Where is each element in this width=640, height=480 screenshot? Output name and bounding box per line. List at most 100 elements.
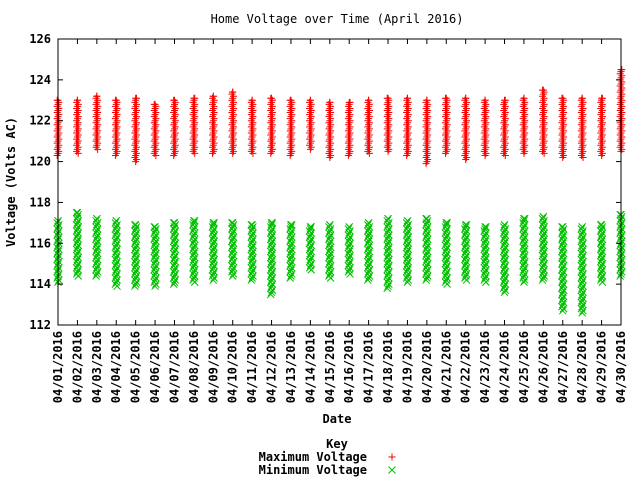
max-voltage-point-group [422,96,432,168]
min-voltage-point-group [150,223,160,291]
min-voltage-point [72,239,81,248]
min-voltage-point [499,265,508,274]
min-voltage-point [441,272,450,280]
min-voltage-point [286,243,295,252]
min-voltage-point [558,247,566,256]
min-voltage-point [383,278,392,286]
min-voltage-point [558,284,566,293]
y-tick-label: 120 [29,155,51,169]
max-voltage-point [345,98,353,106]
min-voltage-point [596,221,605,229]
x-tick-label: 04/06/2016 [148,331,162,403]
min-voltage-point [402,249,411,258]
min-voltage-point-group [286,221,296,282]
max-voltage-point-group [344,98,354,159]
min-voltage-point [169,231,178,239]
max-voltage-point [209,92,217,100]
min-voltage-point [480,270,489,278]
min-voltage-point [344,249,353,258]
min-voltage-point [520,214,528,223]
min-voltage-point [363,270,372,278]
min-voltage-point [111,219,120,227]
min-voltage-point [228,219,236,227]
min-voltage-point [461,231,469,239]
max-voltage-point-group [150,100,160,159]
min-voltage-point-group [305,223,316,274]
min-voltage-point [325,272,333,280]
x-tick-label: 04/29/2016 [595,331,609,403]
y-tick-label: 114 [29,277,51,291]
legend-marker-max [388,453,396,461]
min-voltage-point [616,259,625,268]
min-voltage-point [53,261,62,270]
max-voltage-point [578,94,586,102]
max-voltage-point-group [247,96,257,157]
min-voltage-point [111,255,120,264]
min-voltage-point [441,265,450,274]
min-voltage-point [616,247,625,256]
min-voltage-point [325,223,333,231]
x-tick-label: 04/20/2016 [420,331,434,403]
max-voltage-point-group [500,96,509,159]
min-voltage-point [286,249,295,258]
min-voltage-point [287,221,296,229]
min-voltage-point [305,233,314,242]
min-voltage-point [150,272,159,280]
max-voltage-point-group [403,94,412,159]
legend-label-min: Minimum Voltage [259,463,367,477]
min-voltage-point [422,239,430,248]
min-voltage-point [520,214,529,223]
y-axis-label: Voltage (Volts AC) [4,117,18,247]
min-voltage-point [480,251,489,260]
min-voltage-point-group [92,214,102,280]
min-voltage-point [72,251,81,260]
min-voltage-point [538,263,547,272]
min-voltage-point [189,251,197,260]
min-voltage-point [150,223,159,231]
min-voltage-point [53,249,62,258]
max-voltage-point-group [228,88,238,157]
min-voltage-point [189,233,197,242]
min-voltage-point [558,235,566,244]
min-voltage-point [287,223,295,231]
min-voltage-point [307,223,316,231]
min-voltage-point [111,268,120,276]
min-voltage-point [210,219,218,227]
max-voltage-point [306,96,314,104]
min-voltage-point [266,241,275,250]
min-voltage-point [538,221,547,229]
min-voltage-point [189,257,197,266]
x-tick-label: 04/11/2016 [245,331,259,403]
max-voltage-point-group [383,94,393,155]
max-voltage-point-group [189,94,199,157]
min-voltage-point [325,265,333,274]
min-voltage-point [402,225,411,233]
min-voltage-point [111,231,120,239]
min-voltage-point [383,229,392,237]
min-voltage-point [519,225,527,233]
min-voltage-point [422,227,430,235]
min-voltage-point [92,253,100,262]
min-voltage-point [72,221,81,229]
min-voltage-point [461,268,469,276]
x-tick-label: 04/08/2016 [187,331,201,403]
max-voltage-point [384,94,392,102]
min-voltage-point [577,274,586,282]
min-voltage-point [422,251,430,260]
min-voltage-point [286,255,295,264]
x-tick-label: 04/16/2016 [342,331,356,403]
min-voltage-point [286,261,295,270]
min-voltage-point [111,280,120,288]
min-voltage-point [539,212,548,221]
min-voltage-point [538,257,547,266]
min-voltage-point [577,255,586,264]
min-voltage-point [247,221,256,229]
min-voltage-point [499,235,508,244]
min-voltage-point [189,245,197,254]
min-voltage-point-group [72,208,83,280]
min-voltage-point [72,245,81,254]
min-voltage-point [209,219,218,227]
min-voltage-point [228,243,236,252]
x-tick-label: 04/17/2016 [362,331,376,403]
min-voltage-point [209,221,218,229]
